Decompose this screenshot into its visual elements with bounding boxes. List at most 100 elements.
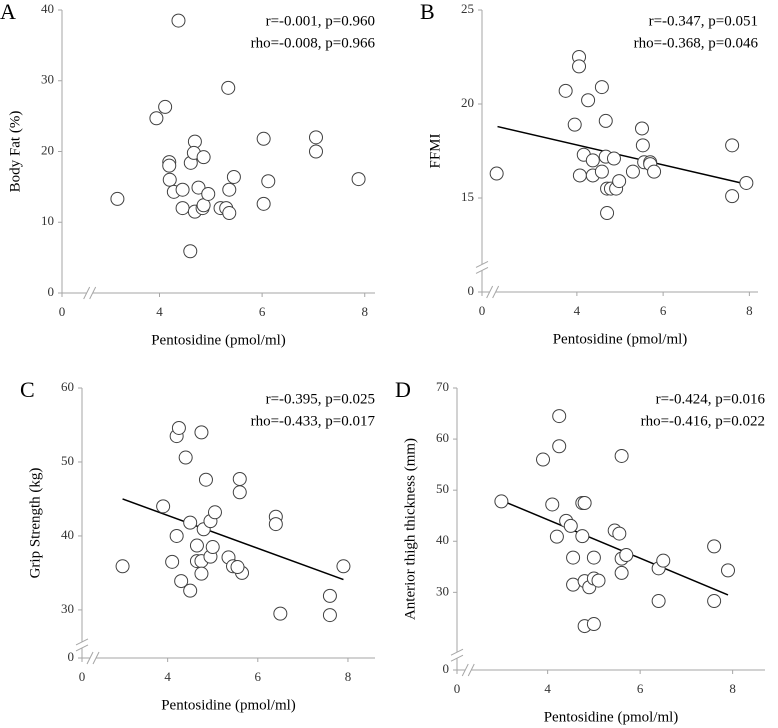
data-point bbox=[232, 485, 247, 500]
data-point bbox=[585, 153, 600, 168]
data-point bbox=[600, 206, 615, 221]
stat-annotation: rho=-0.416, p=0.022 bbox=[641, 413, 765, 429]
x-axis-label: Pentosidine (pmol/ml) bbox=[544, 709, 679, 725]
stat-annotation: rho=-0.433, p=0.017 bbox=[251, 413, 376, 429]
data-point bbox=[586, 617, 601, 632]
y-tick-label: 25 bbox=[461, 1, 474, 16]
panel-letter: B bbox=[420, 0, 435, 24]
data-point bbox=[572, 59, 587, 74]
data-point bbox=[739, 175, 754, 190]
data-point bbox=[256, 131, 271, 146]
data-point bbox=[183, 583, 198, 598]
data-point bbox=[183, 515, 198, 530]
data-point bbox=[156, 499, 171, 514]
axis-break bbox=[450, 654, 464, 662]
data-point bbox=[494, 494, 509, 509]
data-point bbox=[634, 121, 649, 136]
data-point bbox=[308, 130, 323, 145]
y-axis-label: Grip Strength (kg) bbox=[27, 468, 43, 579]
data-point bbox=[115, 559, 130, 574]
data-point bbox=[545, 497, 560, 512]
data-point bbox=[198, 472, 213, 487]
data-point bbox=[707, 539, 722, 554]
data-point bbox=[581, 93, 596, 108]
data-point bbox=[158, 99, 173, 114]
data-point bbox=[183, 244, 198, 259]
panel-letter: C bbox=[20, 377, 35, 402]
data-point bbox=[619, 548, 634, 563]
data-point bbox=[201, 186, 216, 201]
data-point bbox=[612, 174, 627, 189]
y-tick-label: 50 bbox=[61, 453, 74, 468]
y-tick-label: 40 bbox=[61, 527, 74, 542]
stat-annotation: rho=-0.008, p=0.966 bbox=[251, 35, 376, 51]
x-tick-label: 8 bbox=[345, 669, 352, 684]
x-tick-label: 0 bbox=[79, 669, 86, 684]
data-point bbox=[232, 471, 247, 486]
data-point bbox=[322, 588, 337, 603]
data-point bbox=[256, 196, 271, 211]
axis-break bbox=[486, 285, 494, 299]
x-tick-label: 0 bbox=[454, 681, 461, 696]
y-tick-label: 0 bbox=[48, 284, 55, 299]
data-point bbox=[222, 206, 237, 221]
data-point bbox=[721, 563, 736, 578]
data-point bbox=[647, 164, 662, 179]
data-point bbox=[308, 144, 323, 159]
data-point bbox=[194, 566, 209, 581]
data-point bbox=[169, 528, 184, 543]
stat-annotation: r=-0.001, p=0.960 bbox=[266, 13, 375, 29]
x-tick-label: 8 bbox=[361, 304, 368, 319]
x-tick-label: 4 bbox=[164, 669, 171, 684]
x-tick-label: 8 bbox=[729, 681, 736, 696]
data-point bbox=[725, 189, 740, 204]
x-tick-label: 6 bbox=[259, 304, 266, 319]
x-axis-label: Pentosidine (pmol/ml) bbox=[151, 332, 286, 348]
x-tick-label: 4 bbox=[544, 681, 551, 696]
data-point bbox=[174, 574, 189, 589]
y-tick-label: 40 bbox=[436, 532, 449, 547]
data-point bbox=[707, 594, 722, 609]
axis-break bbox=[475, 260, 489, 268]
data-point bbox=[566, 550, 581, 565]
stat-annotation: r=-0.395, p=0.025 bbox=[266, 391, 375, 407]
x-tick-label: 6 bbox=[255, 669, 262, 684]
data-point bbox=[336, 559, 351, 574]
trend-line bbox=[122, 498, 344, 581]
data-point bbox=[194, 425, 209, 440]
data-point bbox=[606, 151, 621, 166]
y-tick-label: 10 bbox=[41, 213, 54, 228]
data-point bbox=[230, 560, 245, 575]
data-point bbox=[351, 172, 366, 187]
data-point bbox=[273, 606, 288, 621]
y-axis-label: Body Fat (%) bbox=[7, 111, 23, 193]
y-tick-label: 30 bbox=[61, 601, 74, 616]
panel-letter: D bbox=[395, 377, 411, 402]
y-axis-label: Anterior thigh thickness (mm) bbox=[402, 438, 418, 620]
y-tick-label: 20 bbox=[461, 95, 474, 110]
y-tick-label: 60 bbox=[61, 379, 74, 394]
data-point bbox=[489, 166, 504, 181]
data-point bbox=[196, 150, 211, 165]
axis-break bbox=[467, 663, 475, 677]
trend-line bbox=[497, 125, 750, 186]
data-point bbox=[552, 409, 567, 424]
data-point bbox=[567, 117, 582, 132]
data-point bbox=[268, 517, 283, 532]
x-tick-label: 6 bbox=[637, 681, 644, 696]
y-tick-label: 40 bbox=[41, 1, 54, 16]
data-point bbox=[162, 158, 177, 173]
data-point bbox=[598, 113, 613, 128]
data-point bbox=[558, 83, 573, 98]
axis-break bbox=[89, 286, 97, 300]
data-point bbox=[552, 439, 567, 454]
data-point bbox=[322, 608, 337, 623]
data-point bbox=[594, 164, 609, 179]
data-point bbox=[549, 529, 564, 544]
y-tick-label: 20 bbox=[41, 142, 54, 157]
data-point bbox=[725, 138, 740, 153]
axis-break bbox=[461, 663, 469, 677]
y-axis-label: FFMI bbox=[427, 133, 443, 168]
axis-break bbox=[475, 266, 489, 274]
data-point bbox=[178, 450, 193, 465]
